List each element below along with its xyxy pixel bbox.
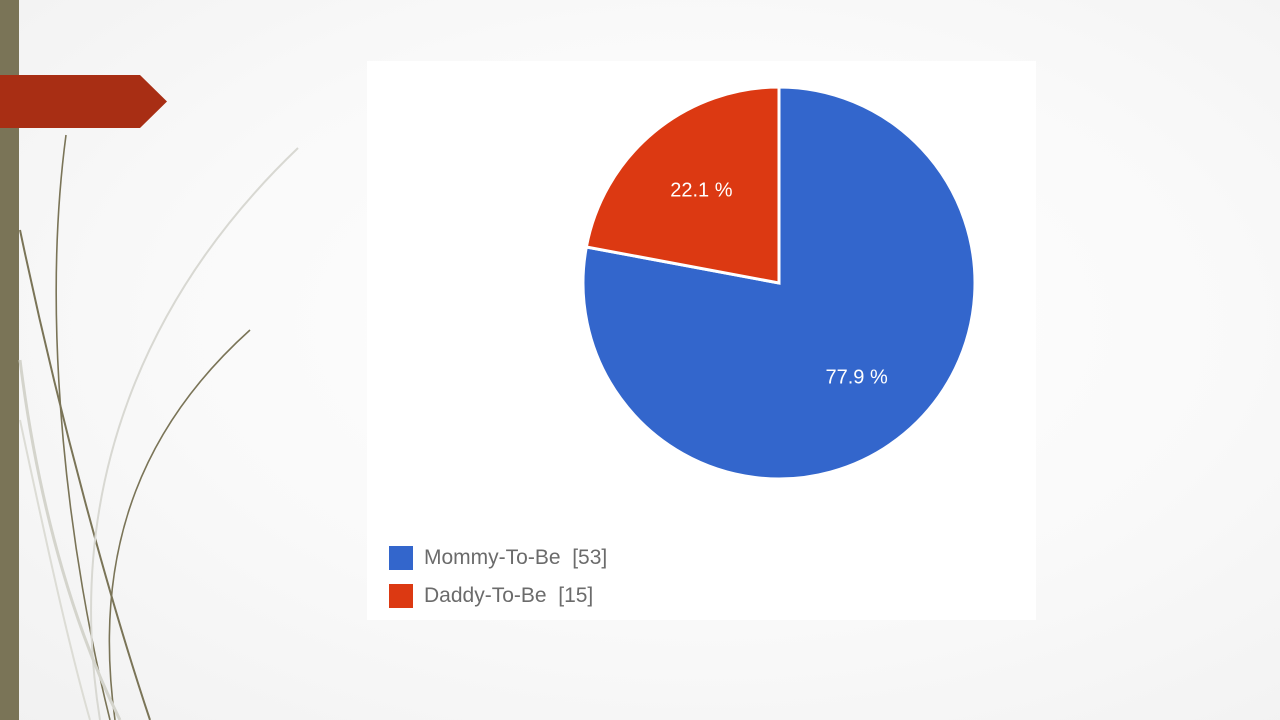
pie-chart: 77.9 % 22.1 % [581, 85, 977, 481]
legend: Mommy-To-Be [53] Daddy-To-Be [15] [389, 539, 607, 615]
arrow-tab [0, 75, 167, 128]
legend-swatch-daddy [389, 584, 413, 608]
pie-slice-mommy [581, 85, 977, 481]
left-accent-bar [0, 0, 19, 720]
legend-label-daddy: Daddy-To-Be [15] [424, 584, 594, 607]
legend-item-mommy: Mommy-To-Be [53] [389, 539, 607, 577]
legend-swatch-mommy [389, 546, 413, 570]
slice-label-mommy: 77.9 % [825, 366, 887, 388]
legend-item-daddy: Daddy-To-Be [15] [389, 577, 607, 615]
pie-slice-daddy [584, 85, 781, 285]
legend-label-mommy: Mommy-To-Be [53] [424, 546, 608, 569]
slice-label-daddy: 22.1 % [670, 180, 732, 202]
decorative-curves [18, 134, 299, 720]
chart-card: 77.9 % 22.1 % Mommy-To-Be [53] Daddy-To-B… [367, 61, 1036, 620]
